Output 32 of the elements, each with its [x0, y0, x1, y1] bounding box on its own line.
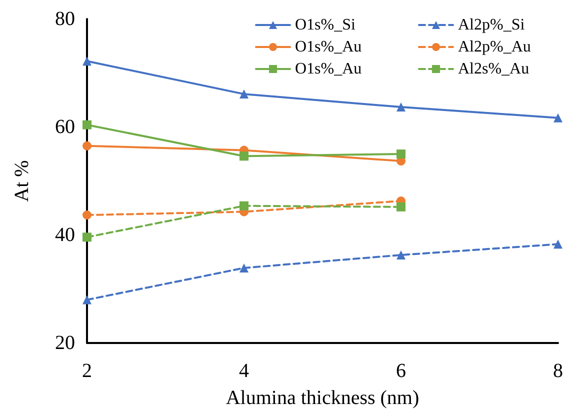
point: [82, 210, 92, 220]
point: [554, 113, 562, 122]
point: [82, 141, 92, 150]
point: [396, 202, 406, 212]
point: [396, 150, 406, 158]
point: [240, 152, 248, 161]
point: [240, 90, 248, 99]
x-tick-label: 4: [239, 360, 249, 382]
y-tick-label: 60: [55, 116, 75, 138]
x-tick-label: 2: [82, 360, 92, 382]
legend-label: Al2p%_Si: [458, 16, 526, 34]
y-tick-label: 20: [55, 332, 75, 354]
point: [240, 263, 248, 272]
x-tick-label: 8: [553, 360, 563, 382]
point: [240, 201, 248, 210]
x-axis-title: Alumina thickness (nm): [226, 387, 420, 409]
y-tick-label: 80: [55, 8, 75, 30]
point: [82, 232, 92, 242]
point: [396, 102, 406, 112]
legend-label: Al2p%_Au: [458, 38, 531, 56]
point: [82, 120, 92, 130]
legend-label: O1s%_Si: [295, 16, 356, 34]
legend-label: Al2s%_Au: [458, 60, 530, 78]
legend-label: O1s%_Au: [295, 60, 362, 78]
legend-label: O1s%_Au: [295, 38, 362, 56]
point: [82, 295, 92, 304]
y-axis-title: At %: [11, 160, 33, 202]
x-tick-label: 6: [396, 360, 406, 382]
point: [554, 240, 562, 249]
point: [82, 56, 92, 66]
y-tick-label: 40: [55, 224, 75, 246]
point: [396, 250, 406, 260]
